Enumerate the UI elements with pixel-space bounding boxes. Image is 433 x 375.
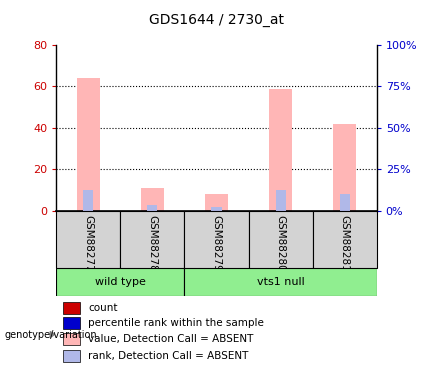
Text: GSM88277: GSM88277 <box>83 215 94 272</box>
Bar <box>63 350 81 362</box>
Bar <box>141 188 164 211</box>
Text: GSM88281: GSM88281 <box>339 215 350 272</box>
Bar <box>205 194 228 211</box>
Bar <box>56 211 120 268</box>
Bar <box>147 205 158 211</box>
Text: count: count <box>88 303 118 313</box>
Text: vts1 null: vts1 null <box>257 277 304 287</box>
Bar <box>313 211 377 268</box>
Text: rank, Detection Call = ABSENT: rank, Detection Call = ABSENT <box>88 351 249 361</box>
Bar <box>249 211 313 268</box>
Text: value, Detection Call = ABSENT: value, Detection Call = ABSENT <box>88 334 254 344</box>
Text: genotype/variation: genotype/variation <box>4 330 97 339</box>
Bar <box>77 78 100 211</box>
Text: percentile rank within the sample: percentile rank within the sample <box>88 318 264 328</box>
Polygon shape <box>50 332 55 338</box>
Text: GSM88280: GSM88280 <box>275 215 286 272</box>
Bar <box>63 317 81 329</box>
Bar <box>83 190 94 211</box>
Text: GDS1644 / 2730_at: GDS1644 / 2730_at <box>149 13 284 27</box>
Bar <box>63 302 81 314</box>
Text: wild type: wild type <box>95 277 146 287</box>
Bar <box>211 207 222 211</box>
Bar <box>269 88 292 211</box>
Bar <box>333 124 356 211</box>
Bar <box>120 211 184 268</box>
Bar <box>56 268 184 296</box>
Text: GSM88278: GSM88278 <box>147 215 158 272</box>
Bar <box>63 333 81 345</box>
Text: GSM88279: GSM88279 <box>211 215 222 272</box>
Bar <box>339 194 350 211</box>
Bar <box>184 268 377 296</box>
Bar <box>275 190 286 211</box>
Bar <box>184 211 249 268</box>
